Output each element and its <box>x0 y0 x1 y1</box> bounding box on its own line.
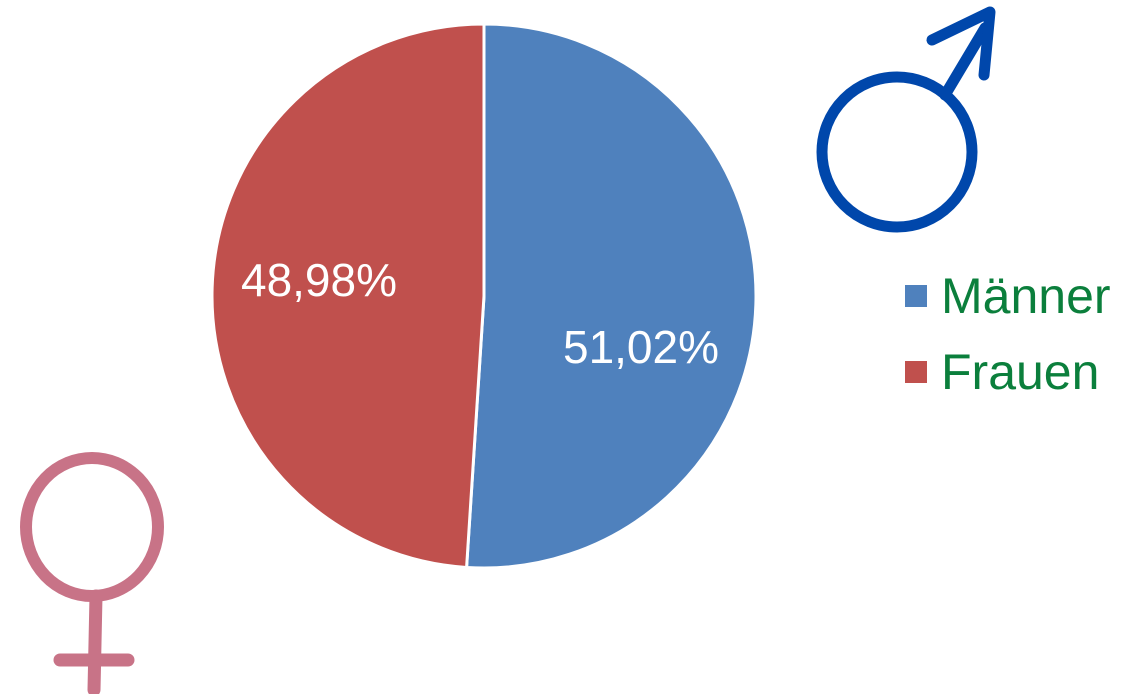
legend-label-frauen: Frauen <box>941 344 1100 400</box>
legend-label-maenner: Männer <box>941 268 1111 324</box>
pie-slices <box>210 22 758 570</box>
legend-swatch-maenner <box>905 285 927 307</box>
pie-labels: 51,02% 48,98% <box>241 254 719 373</box>
pie-label-maenner: 51,02% <box>563 321 719 373</box>
legend-item-frauen: Frauen <box>905 334 1111 410</box>
legend-item-maenner: Männer <box>905 258 1111 334</box>
pie-label-frauen: 48,98% <box>241 254 397 306</box>
pie-slice-frauen <box>210 22 486 570</box>
pie-slice-maenner <box>464 22 758 570</box>
female-symbol-icon <box>20 452 164 694</box>
male-symbol-icon <box>816 6 996 233</box>
legend: Männer Frauen <box>905 258 1111 410</box>
legend-swatch-frauen <box>905 361 927 383</box>
